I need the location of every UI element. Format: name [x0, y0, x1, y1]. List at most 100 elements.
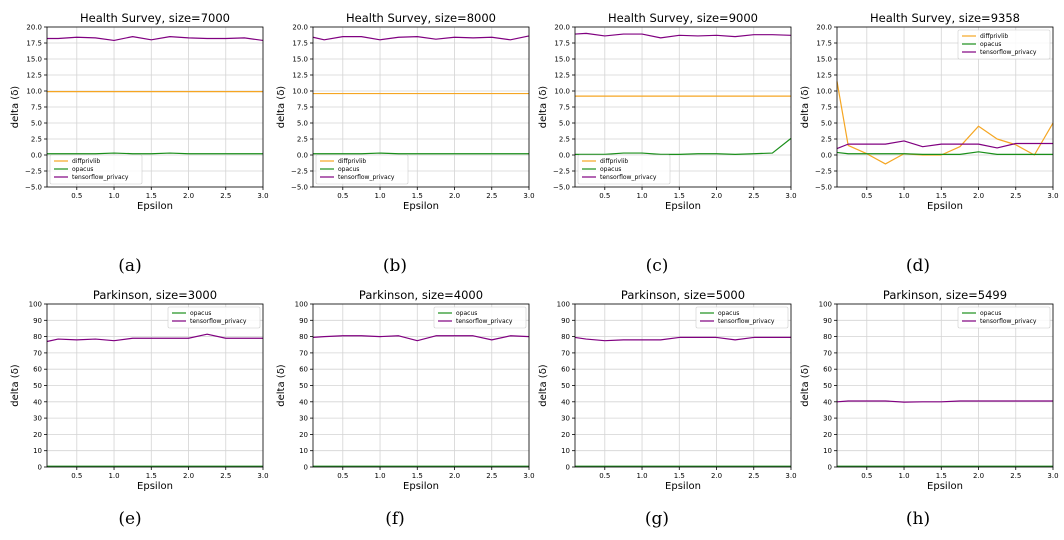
x-tick-label: 3.0 [785, 192, 796, 200]
series-line-opacus [47, 152, 263, 155]
y-tick-label: 0 [566, 464, 570, 472]
panel-letter: (f) [385, 509, 405, 529]
x-tick-label: 0.5 [599, 192, 610, 200]
y-tick-label: 0 [828, 464, 832, 472]
legend-entry: opacus [718, 310, 739, 317]
y-tick-label: 40 [33, 398, 42, 406]
y-tick-label: 10.0 [554, 88, 570, 96]
legend-entry: diffprivlib [980, 33, 1008, 40]
y-axis-label: delta (δ) [800, 86, 811, 129]
chart-title: Parkinson, size=3000 [93, 288, 217, 302]
y-tick-label: 80 [299, 333, 308, 341]
y-tick-label: −5.0 [815, 184, 832, 192]
x-tick-label: 3.0 [1047, 472, 1058, 480]
y-tick-label: 20.0 [554, 24, 570, 32]
y-tick-label: 0.0 [297, 152, 308, 160]
y-tick-label: 20 [823, 431, 832, 439]
y-tick-label: 80 [33, 333, 42, 341]
y-tick-label: 0.0 [821, 152, 832, 160]
y-axis-label: delta (δ) [800, 364, 811, 407]
chart-panel-4: 0.5 1.0 1.5 2.0 2.5 3.0 −5.0 −2.5 0.0 2.5 5.0 7.5 10… [800, 11, 1059, 212]
legend-entry: opacus [338, 166, 359, 173]
legend-box [167, 306, 261, 329]
y-tick-label: 12.5 [26, 72, 42, 80]
y-tick-label: 10.0 [816, 88, 832, 96]
y-axis-label: delta (δ) [276, 364, 287, 407]
legend-entry: opacus [600, 166, 621, 173]
y-tick-label: 20.0 [292, 24, 308, 32]
y-tick-label: 10 [33, 447, 42, 455]
chart-panel-1: 0.5 1.0 1.5 2.0 2.5 3.0 −5.0 −2.5 0.0 2.5 5.0 7.5 10… [10, 11, 269, 212]
x-tick-label: 2.0 [973, 472, 984, 480]
legend-entry: tensorflow_privacy [980, 49, 1037, 56]
y-tick-label: 80 [823, 333, 832, 341]
y-tick-label: 7.5 [559, 104, 570, 112]
y-tick-label: 7.5 [297, 104, 308, 112]
y-tick-label: 20 [561, 431, 570, 439]
y-tick-label: 2.5 [559, 136, 570, 144]
panel-letter: (h) [906, 509, 930, 529]
x-tick-label: 2.0 [973, 192, 984, 200]
y-tick-label: 5.0 [559, 120, 570, 128]
legend-entry: opacus [980, 41, 1001, 48]
x-tick-label: 2.0 [183, 192, 194, 200]
x-tick-label: 0.5 [599, 472, 610, 480]
y-tick-label: 7.5 [821, 104, 832, 112]
x-tick-label: 2.5 [748, 472, 759, 480]
x-axis-label: Epsilon [137, 201, 173, 212]
y-axis-label: delta (δ) [276, 86, 287, 129]
x-tick-label: 3.0 [523, 472, 534, 480]
y-tick-label: 20.0 [26, 24, 42, 32]
x-tick-label: 1.0 [108, 192, 119, 200]
y-tick-label: 17.5 [26, 40, 42, 48]
y-tick-label: 70 [823, 349, 832, 357]
y-tick-label: 50 [823, 382, 832, 390]
y-tick-label: 70 [561, 349, 570, 357]
x-tick-label: 1.0 [898, 472, 909, 480]
legend-box [315, 154, 409, 185]
legend-entry: tensorflow_privacy [600, 174, 657, 181]
legend-box [433, 306, 527, 329]
y-tick-label: 0 [38, 464, 42, 472]
x-tick-label: 0.5 [337, 472, 348, 480]
legend-box [577, 154, 671, 185]
y-tick-label: 0.0 [559, 152, 570, 160]
y-tick-label: 60 [299, 366, 308, 374]
chart-title: Health Survey, size=7000 [80, 11, 230, 25]
x-tick-label: 2.5 [748, 192, 759, 200]
chart-title: Parkinson, size=4000 [359, 288, 483, 302]
x-tick-label: 2.5 [220, 472, 231, 480]
y-tick-label: 15.0 [554, 56, 570, 64]
legend-entry: diffprivlib [72, 158, 100, 165]
y-tick-label: 30 [561, 415, 570, 423]
y-tick-label: 50 [299, 382, 308, 390]
x-tick-label: 3.0 [257, 472, 268, 480]
chart-panel-2: 0.5 1.0 1.5 2.0 2.5 3.0 −5.0 −2.5 0.0 2.5 5.0 7.5 10… [276, 11, 535, 212]
y-tick-label: 2.5 [31, 136, 42, 144]
x-axis-label: Epsilon [403, 201, 439, 212]
x-tick-label: 1.5 [674, 192, 685, 200]
y-tick-label: 15.0 [292, 56, 308, 64]
y-tick-label: 30 [299, 415, 308, 423]
series-line-opacus [836, 151, 1053, 155]
y-tick-label: −2.5 [815, 168, 832, 176]
x-tick-label: 2.5 [486, 472, 497, 480]
y-tick-label: 100 [295, 301, 308, 309]
x-tick-label: 0.5 [71, 472, 82, 480]
chart-title: Health Survey, size=8000 [346, 11, 496, 25]
x-tick-label: 0.5 [861, 192, 872, 200]
legend-entry: tensorflow_privacy [72, 174, 129, 181]
x-tick-label: 0.5 [71, 192, 82, 200]
y-tick-label: 15.0 [26, 56, 42, 64]
chart-title: Parkinson, size=5000 [621, 288, 745, 302]
x-tick-label: 2.0 [711, 192, 722, 200]
y-tick-label: 5.0 [31, 120, 42, 128]
y-tick-label: 60 [33, 366, 42, 374]
y-tick-label: 10 [561, 447, 570, 455]
x-tick-label: 1.0 [374, 192, 385, 200]
x-axis-label: Epsilon [137, 481, 173, 492]
